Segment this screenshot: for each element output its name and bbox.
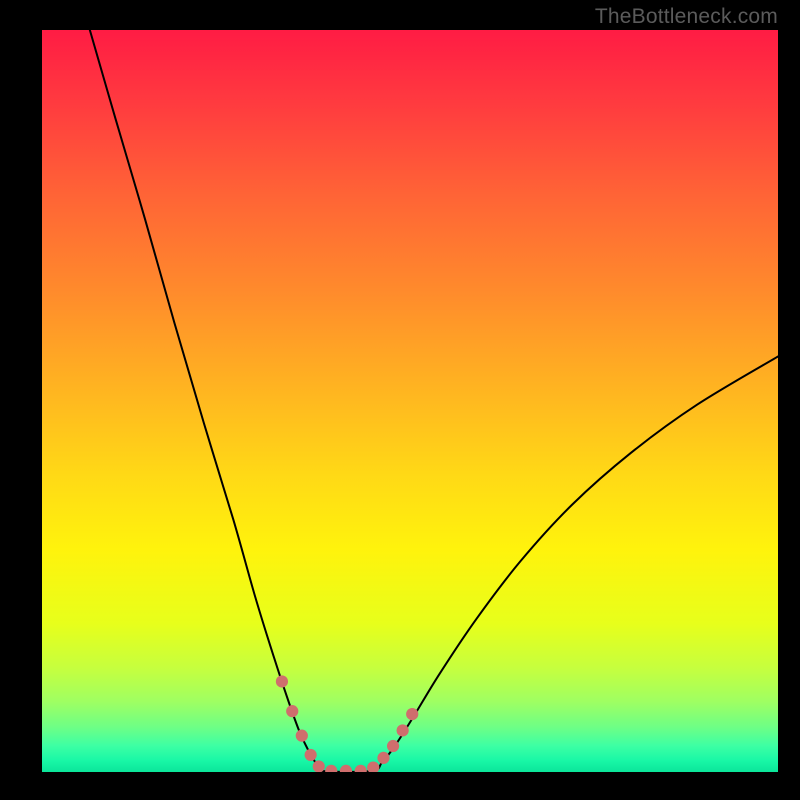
curve-marker <box>276 675 288 687</box>
bottleneck-curve <box>42 30 778 772</box>
curve-marker <box>313 760 325 772</box>
curve-marker <box>406 708 418 720</box>
curve-marker <box>305 749 317 761</box>
curve-marker <box>377 752 389 764</box>
watermark-text: TheBottleneck.com <box>595 5 778 29</box>
curve-path <box>90 30 778 772</box>
curve-marker <box>387 740 399 752</box>
plot-area <box>42 30 778 772</box>
curve-marker <box>397 724 409 736</box>
curve-marker <box>355 765 367 772</box>
curve-marker <box>340 765 352 772</box>
chart-frame: TheBottleneck.com <box>0 0 800 800</box>
curve-marker <box>286 705 298 717</box>
curve-marker <box>367 761 379 772</box>
curve-marker <box>325 765 337 772</box>
curve-marker <box>296 730 308 742</box>
